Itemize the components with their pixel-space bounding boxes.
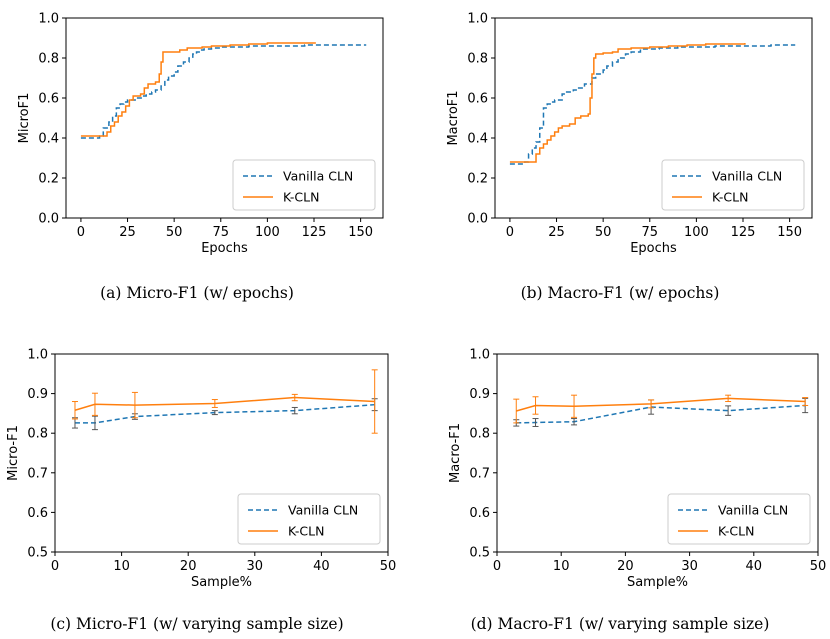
series-line-vanilla-cln (509, 44, 796, 165)
series-line-k-cln (516, 397, 806, 412)
chart-panel-b: 0.0 0.2 0.4 0.6 0.8 1.0 0 25 50 75 100 125 150 Epochs… (446, 12, 813, 256)
x-tick-label: 30 (681, 559, 698, 574)
x-tick-label: 10 (553, 559, 570, 574)
caption-c: (c) Micro-F1 (w/ varying sample size) (50, 615, 343, 633)
x-tick-label: 75 (212, 225, 229, 240)
x-tick-label: 50 (810, 559, 827, 574)
x-tick-label: 20 (180, 559, 197, 574)
x-tick-label: 40 (313, 559, 330, 574)
y-tick-label: 0.6 (469, 506, 490, 521)
y-tick-label: 0.9 (469, 387, 490, 402)
x-tick-label: 0 (506, 225, 514, 240)
x-tick-label: 0 (493, 559, 501, 574)
legend-label: K-CLN (718, 524, 754, 539)
y-tick-label: 0.8 (27, 427, 48, 442)
series-line-k-cln (509, 43, 746, 163)
y-tick-label: 1.0 (469, 348, 490, 363)
legend-label: K-CLN (712, 190, 748, 205)
x-axis-label: Epochs (201, 241, 248, 256)
y-tick-label: 0.8 (38, 52, 59, 67)
y-tick-label: 0.6 (38, 92, 59, 107)
y-tick-label: 0.6 (467, 92, 488, 107)
caption-b: (b) Macro-F1 (w/ epochs) (521, 284, 720, 302)
x-tick-label: 125 (302, 225, 327, 240)
legend-label: Vanilla CLN (288, 503, 358, 518)
chart-panel-a: 0.0 0.2 0.4 0.6 0.8 1.0 0 25 50 75 100 125 150 Epochs… (17, 12, 384, 256)
y-tick-label: 1.0 (467, 12, 488, 27)
caption-d: (d) Macro-F1 (w/ varying sample size) (471, 615, 770, 633)
y-tick-label: 0.8 (467, 52, 488, 67)
x-tick-label: 50 (166, 225, 183, 240)
plot-frame (54, 353, 389, 553)
legend-label: Vanilla CLN (283, 169, 353, 184)
chart-panel-d: 0.5 0.6 0.7 0.8 0.9 1.0 0 10 20 30 40 50 Sample% Macr… (448, 348, 826, 591)
series-line-k-cln (74, 396, 375, 411)
x-tick-label: 125 (731, 225, 756, 240)
legend-label: Vanilla CLN (718, 503, 788, 518)
y-axis-label: Macro-F1 (448, 423, 463, 483)
series-line-vanilla-cln (516, 404, 806, 424)
x-tick-label: 40 (746, 559, 763, 574)
x-tick-label: 0 (77, 225, 85, 240)
y-axis-label: Micro-F1 (6, 425, 21, 481)
x-tick-label: 100 (255, 225, 280, 240)
legend-label: Vanilla CLN (712, 169, 782, 184)
x-tick-label: 30 (247, 559, 264, 574)
chart-panel-c: 0.5 0.6 0.7 0.8 0.9 1.0 0 10 20 30 40 50 Sample% Micr… (6, 348, 396, 591)
y-axis-label: MacroF1 (446, 90, 461, 145)
plot-frame (496, 353, 819, 553)
plot-frame (494, 17, 813, 219)
y-tick-label: 0.0 (38, 212, 59, 227)
y-tick-label: 1.0 (27, 348, 48, 363)
y-tick-label: 1.0 (38, 12, 59, 27)
y-tick-label: 0.2 (467, 172, 488, 187)
x-axis-label: Sample% (627, 575, 688, 590)
x-tick-label: 150 (777, 225, 802, 240)
y-tick-label: 0.9 (27, 387, 48, 402)
y-tick-label: 0.6 (27, 506, 48, 521)
legend-label: K-CLN (288, 524, 324, 539)
x-tick-label: 75 (641, 225, 658, 240)
y-tick-label: 0.0 (467, 212, 488, 227)
y-tick-label: 0.7 (27, 466, 48, 481)
caption-a: (a) Micro-F1 (w/ epochs) (100, 284, 294, 302)
x-tick-label: 10 (113, 559, 130, 574)
x-tick-label: 150 (348, 225, 373, 240)
y-tick-label: 0.4 (38, 132, 59, 147)
y-tick-label: 0.5 (27, 546, 48, 561)
series-line-vanilla-cln (74, 403, 375, 424)
x-tick-label: 25 (548, 225, 565, 240)
y-tick-label: 0.2 (38, 172, 59, 187)
x-axis-label: Sample% (191, 575, 252, 590)
y-tick-label: 0.7 (469, 466, 490, 481)
y-tick-label: 0.4 (467, 132, 488, 147)
series-line-vanilla-cln (80, 44, 367, 139)
legend-label: K-CLN (283, 190, 319, 205)
plot-frame (65, 17, 384, 219)
y-axis-label: MicroF1 (17, 93, 32, 144)
y-tick-label: 0.8 (469, 427, 490, 442)
x-tick-label: 25 (119, 225, 136, 240)
x-tick-label: 100 (684, 225, 709, 240)
x-tick-label: 0 (51, 559, 59, 574)
series-line-k-cln (80, 42, 316, 137)
x-tick-label: 20 (617, 559, 634, 574)
x-tick-label: 50 (595, 225, 612, 240)
x-tick-label: 50 (380, 559, 397, 574)
y-tick-label: 0.5 (469, 546, 490, 561)
x-axis-label: Epochs (630, 241, 677, 256)
